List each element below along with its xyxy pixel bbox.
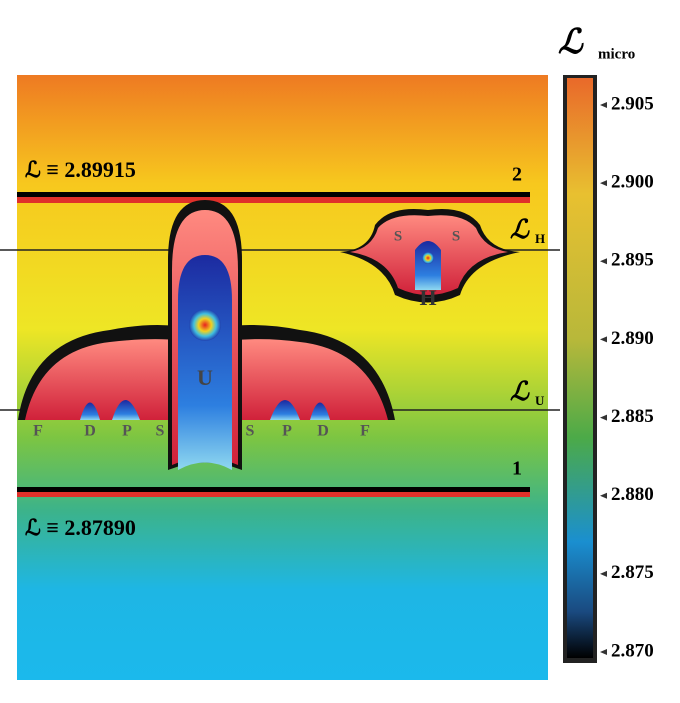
colorbar (567, 78, 593, 658)
colorbar-tick (600, 414, 607, 421)
orbital-label: P (282, 423, 292, 440)
orbital-label: S (156, 423, 165, 440)
colorbar-tick (600, 180, 607, 187)
level-bar (17, 492, 530, 497)
level-bar (17, 487, 530, 492)
colorbar-tick-label: 2.875 (611, 562, 654, 583)
marker-sub: U (535, 393, 545, 408)
orbital-label: D (84, 423, 96, 440)
colorbar-tick-label: 2.880 (611, 484, 654, 505)
colorbar-tick-label: 2.890 (611, 328, 654, 349)
colorbar-subtitle: micro (598, 46, 635, 62)
lobes (80, 400, 330, 420)
h-label: H (419, 285, 436, 310)
level-index: 2 (512, 164, 522, 186)
level-label: ℒ ≡ 2.87890 (25, 515, 136, 540)
level-bar (17, 197, 530, 203)
orbital-label: P (122, 423, 132, 440)
colorbar-tick-label: 2.870 (611, 640, 654, 661)
level-bar (17, 192, 530, 197)
h-core (415, 241, 441, 290)
core (422, 252, 434, 264)
colorbar-tick (600, 258, 607, 265)
core (189, 309, 221, 341)
colorbar-tick (600, 570, 607, 577)
colorbar-title: ℒ (558, 24, 584, 61)
level-index: 1 (512, 458, 522, 480)
orbital-label: D (317, 423, 329, 440)
orbital-label: F (33, 423, 43, 440)
orbital-label: S (246, 423, 255, 440)
level-label: ℒ ≡ 2.89915 (25, 157, 136, 182)
colorbar-tick (600, 102, 607, 108)
u-label: U (197, 365, 213, 390)
colorbar-tick-label: 2.900 (611, 172, 654, 193)
colorbar-tick-label: 2.895 (611, 250, 654, 271)
column-core (178, 255, 232, 470)
orbital-label: S (452, 228, 460, 244)
marker-symbol: ℒ (510, 377, 530, 406)
colorbar-tick-label: 2.885 (611, 406, 654, 427)
marker-sub: H (535, 231, 545, 246)
colorbar-tick (600, 336, 607, 343)
orbital-label: F (360, 423, 370, 440)
marker-symbol: ℒ (510, 215, 530, 244)
orbital-label: S (394, 228, 402, 244)
colorbar-tick-label: 2.905 (611, 93, 654, 114)
colorbar-tick (600, 649, 607, 655)
colorbar-tick (600, 492, 607, 499)
